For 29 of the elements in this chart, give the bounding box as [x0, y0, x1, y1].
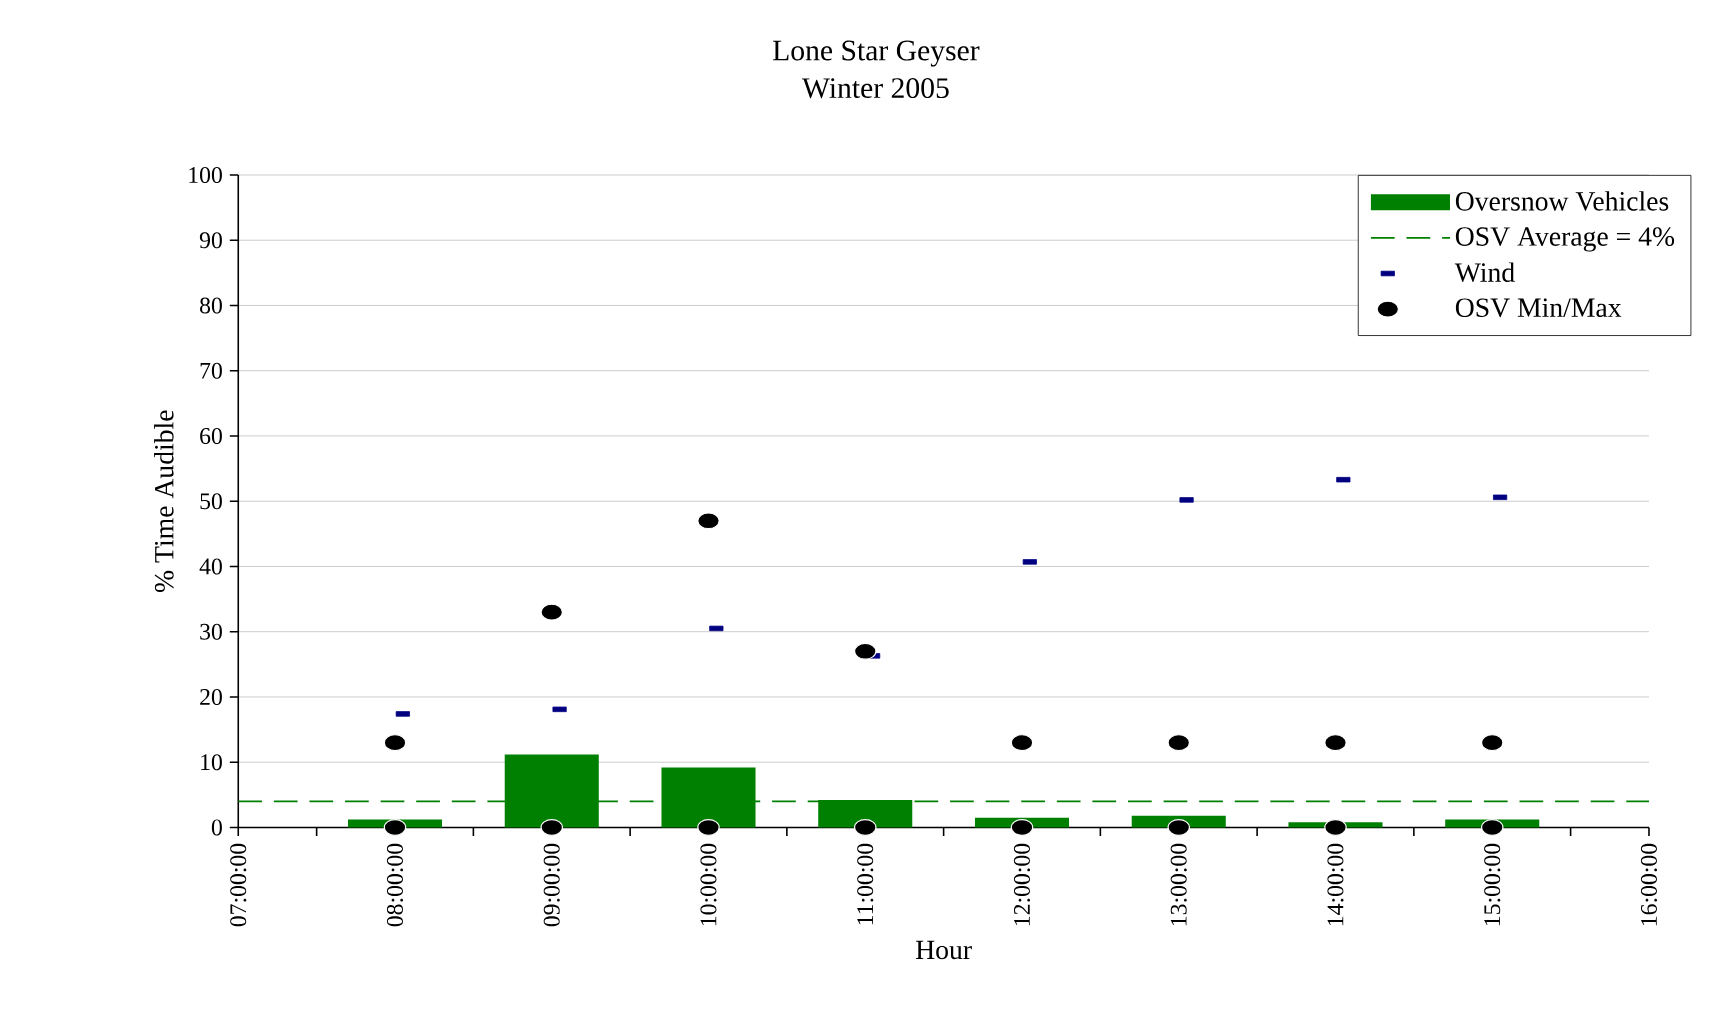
x-tick-label: 09:00:00: [543, 843, 560, 927]
x-axis-title: Hour: [915, 940, 972, 960]
y-axis-title: % Time Audible: [154, 410, 174, 592]
y-tick-label: 50: [200, 493, 222, 510]
x-tick-label: 11:00:00: [857, 843, 874, 925]
y-tick-label: 0: [211, 819, 222, 836]
y-tick-label: 20: [200, 688, 222, 705]
chart-subtitle: Winter 2005: [802, 77, 949, 99]
chart-title: Lone Star Geyser: [773, 40, 980, 67]
legend-label: Oversnow Vehicles: [1455, 191, 1669, 211]
y-tick-label: 90: [199, 232, 222, 249]
y-tick-label: 30: [200, 623, 222, 640]
legend-label: OSV Min/Max: [1455, 298, 1622, 318]
legend-label: Wind: [1454, 262, 1515, 282]
x-tick-label: 07:00:00: [230, 843, 247, 927]
y-tick-label: 10: [201, 754, 222, 771]
x-tick-label: 14:00:00: [1327, 843, 1344, 926]
x-tick-label: 15:00:00: [1484, 843, 1501, 926]
x-tick-label: 12:00:00: [1013, 843, 1031, 926]
x-tick-label: 16:00:00: [1640, 843, 1658, 926]
legend-label: OSV Average = 4%: [1455, 227, 1675, 252]
y-tick-label: 40: [199, 558, 222, 575]
y-tick-label: 70: [200, 362, 222, 379]
y-tick-label: 100: [189, 166, 222, 183]
x-tick-label: 10:00:00: [700, 843, 717, 926]
y-tick-label: 80: [200, 297, 222, 314]
x-tick-label: 13:00:00: [1170, 843, 1187, 926]
y-tick-label: 60: [200, 427, 222, 444]
x-tick-label: 08:00:00: [386, 843, 404, 927]
